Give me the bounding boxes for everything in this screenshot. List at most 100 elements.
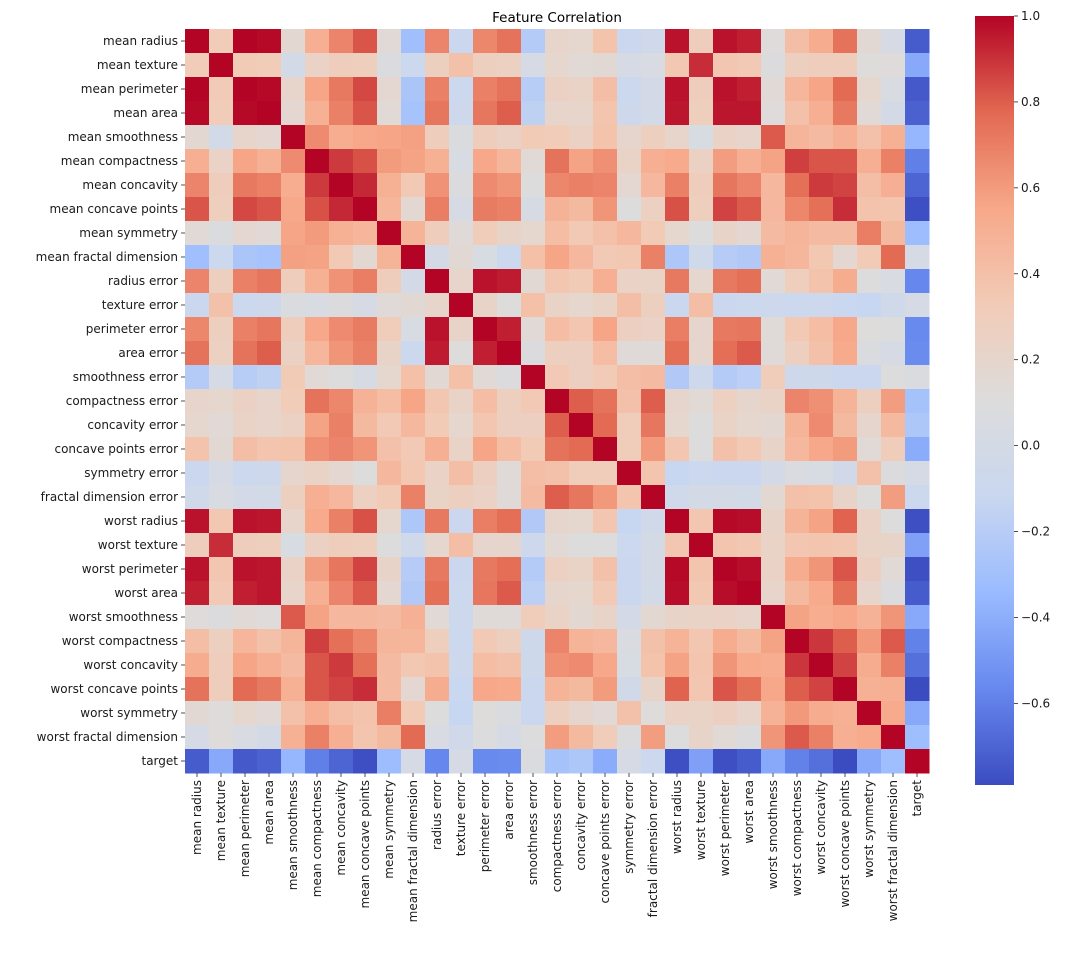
heatmap-cell [665, 173, 690, 198]
heatmap-cell [185, 245, 210, 270]
heatmap-cell [617, 413, 642, 438]
heatmap-cell [425, 149, 450, 174]
heatmap-cell [737, 173, 762, 198]
heatmap-cell [905, 725, 930, 750]
heatmap-cell [353, 605, 378, 630]
heatmap-cell [377, 533, 402, 558]
heatmap-cell [233, 509, 258, 534]
heatmap-cell [281, 221, 306, 246]
heatmap-cell [665, 605, 690, 630]
heatmap-cell [569, 53, 594, 78]
heatmap-cell [785, 677, 810, 702]
x-tick-label: radius error [430, 780, 444, 850]
heatmap-cell [665, 317, 690, 342]
x-tick-label: texture error [454, 780, 468, 856]
y-tick-label: worst concavity [83, 658, 178, 672]
heatmap-cell [713, 581, 738, 606]
heatmap-cell [473, 581, 498, 606]
heatmap-cell [329, 701, 354, 726]
heatmap-cell [305, 509, 330, 534]
heatmap-cell [857, 197, 882, 222]
heatmap-cell [689, 557, 714, 582]
heatmap-cell [593, 269, 618, 294]
heatmap-cell [209, 677, 234, 702]
heatmap-cell [473, 389, 498, 414]
heatmap-cell [497, 245, 522, 270]
heatmap-cell [713, 365, 738, 390]
heatmap-cell [737, 77, 762, 102]
heatmap-cell [497, 341, 522, 366]
heatmap-cell [233, 293, 258, 318]
heatmap-cell [785, 341, 810, 366]
heatmap-cell [329, 629, 354, 654]
heatmap-cell [569, 173, 594, 198]
heatmap-cell [713, 413, 738, 438]
x-tick-label: mean texture [214, 780, 228, 861]
heatmap-cell [785, 581, 810, 606]
heatmap-cell [425, 29, 450, 54]
heatmap-cell [881, 629, 906, 654]
heatmap-cell [881, 533, 906, 558]
heatmap-cell [425, 197, 450, 222]
heatmap-cell [401, 341, 426, 366]
heatmap-cell [737, 509, 762, 534]
heatmap-cell [593, 173, 618, 198]
heatmap-cell [761, 557, 786, 582]
heatmap-cell [473, 125, 498, 150]
heatmap-cell [305, 77, 330, 102]
heatmap-cell [521, 701, 546, 726]
heatmap-cell [185, 509, 210, 534]
colorbar-tick-label: −0.6 [1021, 696, 1050, 710]
heatmap-cell [329, 53, 354, 78]
heatmap-cell [857, 605, 882, 630]
heatmap-cell [185, 413, 210, 438]
heatmap-cell [569, 653, 594, 678]
heatmap-cell [305, 221, 330, 246]
heatmap-cell [641, 461, 666, 486]
heatmap-cell [713, 245, 738, 270]
heatmap-cell [617, 173, 642, 198]
heatmap-cell [377, 485, 402, 510]
heatmap-cell [377, 701, 402, 726]
heatmap-cell [737, 557, 762, 582]
heatmap-cell [641, 125, 666, 150]
heatmap-cell [209, 485, 234, 510]
heatmap-cell [689, 725, 714, 750]
heatmap-cell [713, 437, 738, 462]
heatmap-cell [737, 581, 762, 606]
heatmap-cell [305, 677, 330, 702]
heatmap-cell [521, 509, 546, 534]
heatmap-cell [545, 605, 570, 630]
heatmap-cell [185, 461, 210, 486]
heatmap-cell [569, 533, 594, 558]
heatmap-cell [785, 389, 810, 414]
heatmap-cell [785, 269, 810, 294]
heatmap-cell [281, 293, 306, 318]
heatmap-cell [593, 581, 618, 606]
heatmap-cell [353, 293, 378, 318]
heatmap-cell [401, 557, 426, 582]
heatmap-cell [377, 125, 402, 150]
heatmap-cell [785, 365, 810, 390]
x-tick-label: worst compactness [790, 780, 804, 896]
y-tick-label: mean radius [103, 34, 178, 48]
heatmap-cell [305, 581, 330, 606]
heatmap-cell [569, 269, 594, 294]
heatmap-cell [497, 173, 522, 198]
heatmap-cell [905, 101, 930, 126]
heatmap-cell [377, 269, 402, 294]
x-tick-label: mean compactness [310, 780, 324, 897]
heatmap-cell [857, 125, 882, 150]
heatmap-cell [521, 629, 546, 654]
heatmap-cell [689, 485, 714, 510]
heatmap-cell [449, 53, 474, 78]
heatmap-cell [185, 557, 210, 582]
heatmap-cell [209, 221, 234, 246]
heatmap-cell [641, 413, 666, 438]
heatmap-cell [449, 197, 474, 222]
heatmap-cell [209, 269, 234, 294]
heatmap-cell [593, 53, 618, 78]
heatmap-cell [569, 149, 594, 174]
heatmap-cell [521, 485, 546, 510]
heatmap-cell [233, 461, 258, 486]
